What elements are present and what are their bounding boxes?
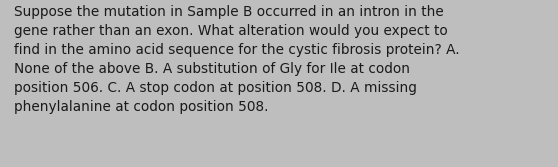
Text: Suppose the mutation in Sample B occurred in an intron in the
gene rather than a: Suppose the mutation in Sample B occurre… (14, 5, 460, 114)
